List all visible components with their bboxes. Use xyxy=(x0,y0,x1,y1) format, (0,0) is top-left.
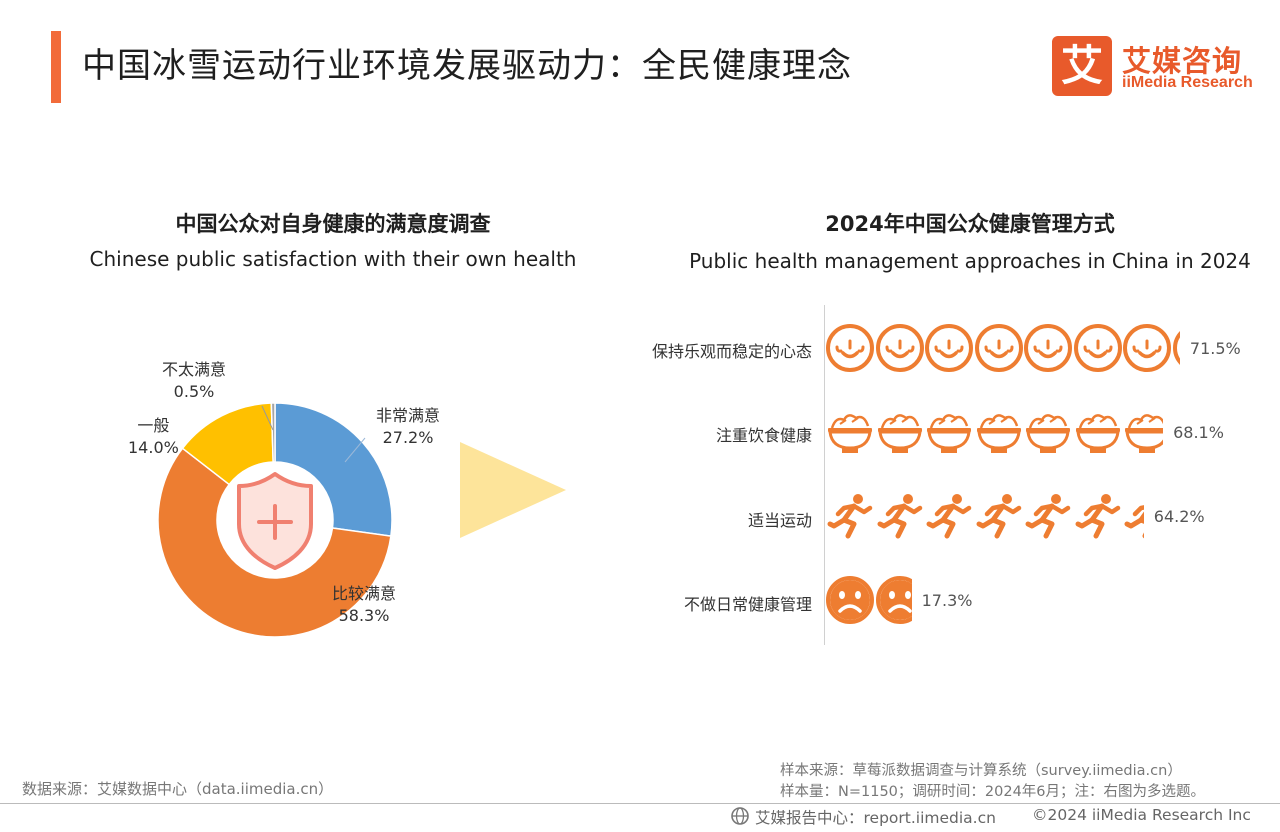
icon-bar-healthy-diet xyxy=(826,406,1164,458)
runner-icon-2 xyxy=(877,494,922,539)
brand-logo: 艾 艾媒咨询 iiMedia Research xyxy=(1052,36,1262,98)
smiley-face-icon-3 xyxy=(925,324,973,372)
donut-slice-very-satisfied xyxy=(274,402,393,537)
smiley-face-icon-7 xyxy=(1123,324,1171,372)
donut-svg xyxy=(157,402,393,638)
donut-slice-fairly-satisfied xyxy=(157,447,392,638)
donut-value-very-satisfied: 27.2% xyxy=(382,428,434,447)
leader-line-very-satisfied xyxy=(344,437,366,463)
row-value-healthy-diet: 68.1% xyxy=(1173,423,1224,442)
donut-label-fairly-satisfied: 比较满意 58.3% xyxy=(332,583,396,627)
logo-mark-icon: 艾 xyxy=(1052,36,1112,96)
shield-plus-icon xyxy=(237,472,313,570)
runner-icon-4 xyxy=(976,494,1021,539)
salad-bowl-icon-3 xyxy=(927,414,971,453)
report-center-link[interactable]: 艾媒报告中心：report.iimedia.cn xyxy=(755,809,996,827)
donut-category-average: 一般 xyxy=(137,416,170,435)
page-title: 中国冰雪运动行业环境发展驱动力：全民健康理念 xyxy=(82,46,852,86)
row-label-proper-exercise: 适当运动 xyxy=(747,511,812,530)
donut-value-fairly-satisfied: 58.3% xyxy=(338,606,390,625)
runner-icon-3 xyxy=(926,494,972,539)
donut-slice-not-very-satisfied xyxy=(270,402,276,463)
left-chart-title: 中国公众对自身健康的满意度调查 xyxy=(175,212,491,236)
row-label-healthy-diet: 注重饮食健康 xyxy=(715,426,812,445)
icon-bar-no-health-management xyxy=(826,574,912,626)
category-axis-line xyxy=(824,305,825,645)
smiley-face-icon-8 xyxy=(1172,330,1180,366)
row-value-optimistic-mindset: 71.5% xyxy=(1189,339,1241,358)
donut-category-fairly-satisfied: 比较满意 xyxy=(332,584,397,603)
globe-icon xyxy=(731,807,749,825)
smiley-face-icon-2 xyxy=(875,324,924,372)
transition-arrow xyxy=(460,442,566,538)
smiley-face-icon-6 xyxy=(1073,324,1122,372)
smiley-face-icon-1 xyxy=(826,324,874,372)
sad-face-icon-2 xyxy=(875,576,912,624)
runner-icon-5 xyxy=(1025,494,1071,539)
salad-bowl-icon-6 xyxy=(1075,414,1120,453)
right-chart-title: 2024年中国公众健康管理方式 xyxy=(825,212,1115,236)
sample-source: 样本来源：草莓派数据调查与计算系统（survey.iimedia.cn） xyxy=(780,763,1182,779)
icon-bar-proper-exercise xyxy=(826,490,1144,542)
copyright: ©2024 iiMedia Research Inc xyxy=(1032,806,1251,824)
sample-info: 样本量：N=1150；调研时间：2024年6月；注：右图为多选题。 xyxy=(780,784,1206,800)
row-label-optimistic-mindset: 保持乐观而稳定的心态 xyxy=(651,342,812,361)
donut-label-very-satisfied: 非常满意 27.2% xyxy=(376,405,440,449)
smiley-face-icon-4 xyxy=(974,324,1023,372)
runner-icon-1 xyxy=(827,494,873,539)
logo-name-cn: 艾媒咨询 xyxy=(1122,44,1243,78)
runner-icon-7 xyxy=(1124,505,1144,539)
title-accent-bar xyxy=(51,31,61,103)
satisfaction-donut-chart: 不太满意 0.5% 一般 14.0% 非常满意 27.2% 比较满意 58.3% xyxy=(0,330,640,670)
right-chart-subtitle: Public health management approaches in C… xyxy=(689,249,1251,273)
left-chart-subtitle: Chinese public satisfaction with their o… xyxy=(89,247,577,271)
sad-face-icon-1 xyxy=(826,576,874,624)
icon-bar-optimistic-mindset xyxy=(826,322,1180,374)
donut-category-very-satisfied: 非常满意 xyxy=(376,406,441,425)
data-source: 数据来源：艾媒数据中心（data.iimedia.cn） xyxy=(22,780,334,798)
donut-label-not-very-satisfied: 不太满意 0.5% xyxy=(162,359,226,403)
smiley-face-icon-5 xyxy=(1024,324,1072,372)
row-value-proper-exercise: 64.2% xyxy=(1153,507,1205,526)
salad-bowl-icon-2 xyxy=(877,414,922,453)
salad-bowl-icon-5 xyxy=(1026,414,1070,453)
row-value-no-health-management: 17.3% xyxy=(921,591,973,610)
salad-bowl-icon-1 xyxy=(828,414,872,453)
salad-bowl-icon-7 xyxy=(1125,414,1164,453)
row-label-no-health-management: 不做日常健康管理 xyxy=(683,595,812,614)
donut-label-average: 一般 14.0% xyxy=(128,415,179,459)
salad-bowl-icon-4 xyxy=(976,414,1021,453)
donut-category-not-very-satisfied: 不太满意 xyxy=(162,360,227,379)
logo-name-en: iiMedia Research xyxy=(1122,74,1253,91)
donut-value-average: 14.0% xyxy=(128,438,179,457)
footer-divider xyxy=(0,803,1280,804)
runner-icon-6 xyxy=(1075,494,1120,539)
donut-value-not-very-satisfied: 0.5% xyxy=(173,382,215,401)
leader-line-not-very-satisfied xyxy=(261,405,274,431)
